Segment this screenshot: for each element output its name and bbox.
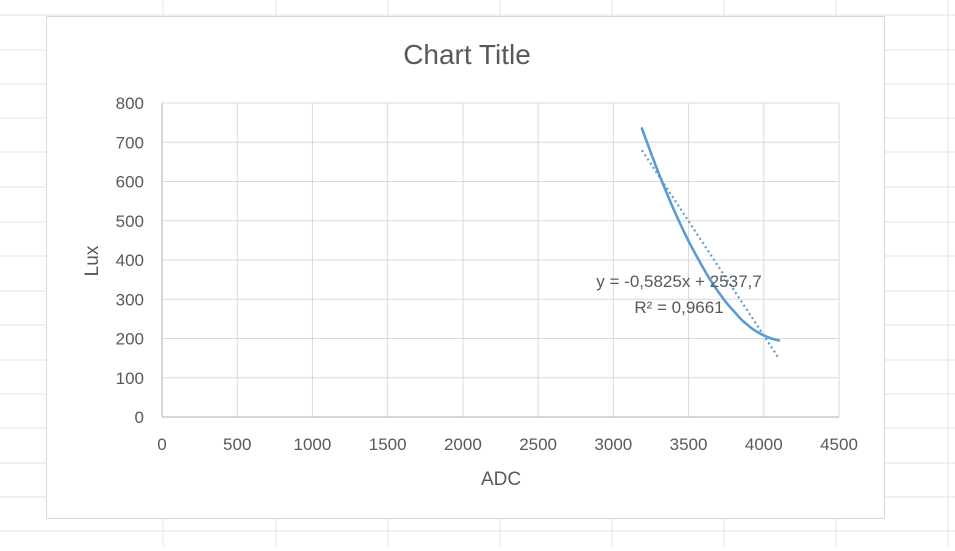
x-tick-label: 4000 [745,435,783,454]
y-tick-label: 200 [116,330,144,349]
y-tick-label: 0 [135,408,144,427]
chart-series [640,127,781,359]
x-axis-title[interactable]: ADC [481,469,521,490]
chart-title[interactable]: Chart Title [403,39,531,70]
y-axis-title[interactable]: Lux [82,245,103,276]
y-tick-label: 800 [116,94,144,113]
linear-trendline [640,149,780,359]
x-tick-label: 1500 [369,435,407,454]
x-tick-label: 2000 [444,435,482,454]
chart-gridlines [161,102,840,418]
chart-tick-labels: 0 100 200 300 400 500 600 700 800 0 500 1000 1500 200… [116,94,858,454]
x-tick-label: 500 [223,435,251,454]
y-tick-label: 100 [116,369,144,388]
x-tick-label: 3500 [670,435,708,454]
y-tick-label: 500 [116,212,144,231]
x-tick-label: 2500 [519,435,557,454]
x-tick-label: 4500 [820,435,858,454]
x-tick-label: 0 [157,435,166,454]
data-series-line [640,127,781,342]
chart-area[interactable]: 0 100 200 300 400 500 600 700 800 0 500 1000 1500 200… [46,16,885,519]
x-tick-label: 3000 [594,435,632,454]
y-tick-label: 400 [116,251,144,270]
trendline-equation[interactable]: y = -0,5825x + 2537,7 [596,272,761,291]
y-tick-label: 600 [116,173,144,192]
chart-svg: 0 100 200 300 400 500 600 700 800 0 500 1000 1500 200… [82,39,858,490]
y-tick-label: 300 [116,290,144,309]
y-tick-label: 700 [116,133,144,152]
trendline-r-squared[interactable]: R² = 0,9661 [634,298,723,317]
chart-axes [161,103,839,418]
x-tick-label: 1000 [294,435,332,454]
